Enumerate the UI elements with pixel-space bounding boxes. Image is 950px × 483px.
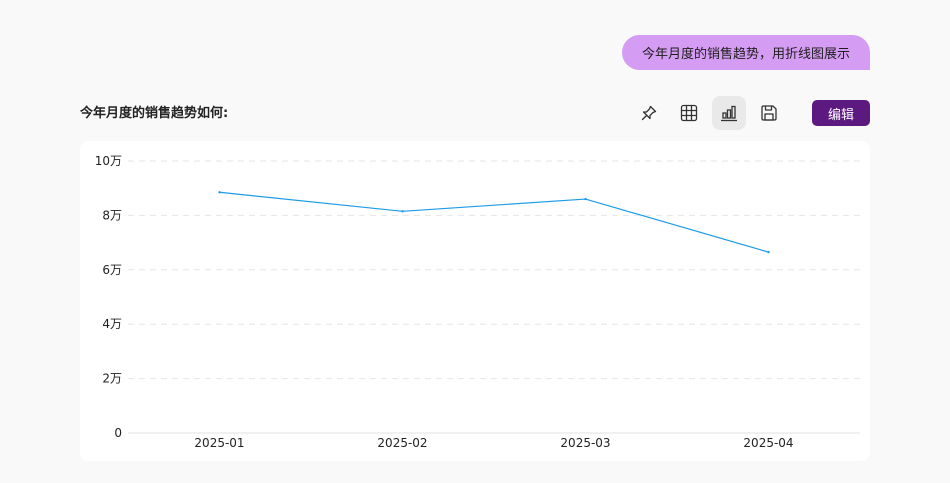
data-point	[401, 210, 404, 213]
series-line	[219, 191, 769, 253]
user-message-bubble: 今年月度的销售趋势，用折线图展示	[621, 35, 870, 70]
x-tick-label: 2025-04	[743, 436, 793, 450]
table-view-button[interactable]	[672, 96, 706, 130]
pin-icon	[641, 105, 657, 121]
data-point	[767, 250, 770, 254]
save-icon	[761, 105, 777, 121]
x-tick-label: 2025-03	[560, 436, 610, 450]
y-tick-label: 0	[114, 426, 122, 440]
y-tick-label: 2万	[102, 372, 122, 386]
table-icon	[680, 104, 698, 122]
bar-chart-icon	[721, 105, 737, 122]
y-tick-label: 10万	[95, 154, 122, 168]
y-tick-label: 8万	[102, 208, 122, 222]
pin-button[interactable]	[632, 96, 666, 130]
chart-toolbar: 编辑	[626, 96, 870, 130]
save-button[interactable]	[752, 96, 786, 130]
data-point	[218, 191, 221, 194]
line-chart: 0 2万 4万 6万 8万 10万 2025-01 2025-02 2025-03 2025-04	[95, 154, 860, 450]
x-tick-label: 2025-02	[377, 436, 427, 450]
y-tick-label: 6万	[102, 263, 122, 277]
user-message-text: 今年月度的销售趋势，用折线图展示	[641, 47, 850, 62]
data-point	[584, 197, 587, 201]
y-tick-label: 4万	[102, 317, 122, 331]
x-tick-label: 2025-01	[194, 436, 244, 450]
chart-view-button[interactable]	[712, 96, 746, 130]
chart-card: 0 2万 4万 6万 8万 10万 2025-01 2025-02 2025-03 2025-04	[80, 141, 870, 461]
question-title: 今年月度的销售趋势如何:	[80, 106, 229, 121]
edit-button[interactable]: 编辑	[812, 100, 870, 126]
